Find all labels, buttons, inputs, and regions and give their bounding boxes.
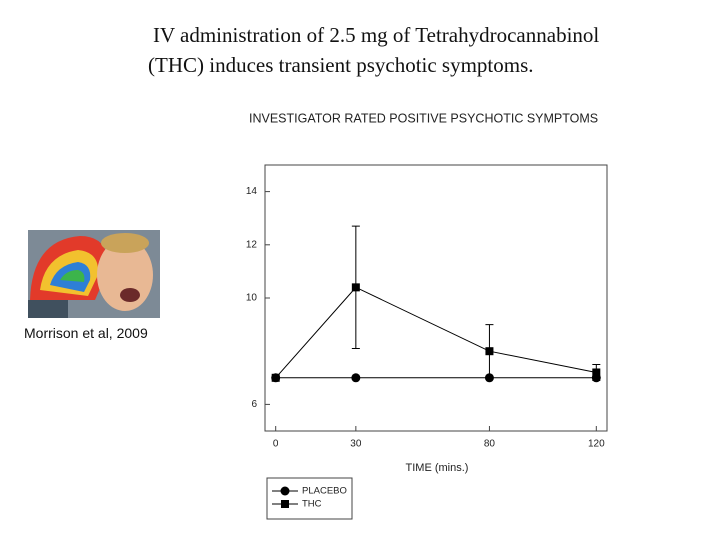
x-tick-label: 80 <box>484 439 496 450</box>
title-line: (THC) induces transient psychotic sympto… <box>148 53 534 77</box>
legend-marker <box>281 500 289 508</box>
x-axis-label: TIME (mins.) <box>406 462 469 474</box>
legend-label: PLACEBO <box>302 486 347 497</box>
y-tick-label: 12 <box>246 239 258 250</box>
y-tick-label: 10 <box>246 293 258 304</box>
x-tick-label: 30 <box>350 439 362 450</box>
series-line <box>275 286 597 379</box>
data-point <box>592 368 601 377</box>
chart-title: INVESTIGATOR RATED POSITIVE PSYCHOTIC SY… <box>249 111 598 125</box>
legend-box <box>266 477 353 520</box>
data-point <box>485 347 494 356</box>
data-point <box>351 373 361 383</box>
data-point <box>351 283 360 292</box>
legend-label: THC <box>302 499 322 510</box>
data-point <box>271 373 280 382</box>
x-tick-label: 0 <box>273 439 279 450</box>
y-tick-label: 6 <box>251 399 257 410</box>
plot-frame <box>264 164 608 432</box>
photo <box>28 230 160 318</box>
slide-title: IV administration of 2.5 mg of Tetrahydr… <box>120 20 720 80</box>
photo-caption: Morrison et al, 2009 <box>24 325 148 341</box>
y-tick-label: 14 <box>246 186 258 197</box>
title-line: IV administration of 2.5 mg of Tetrahydr… <box>153 23 600 47</box>
x-tick-label: 120 <box>588 439 605 450</box>
legend-marker <box>280 486 290 496</box>
